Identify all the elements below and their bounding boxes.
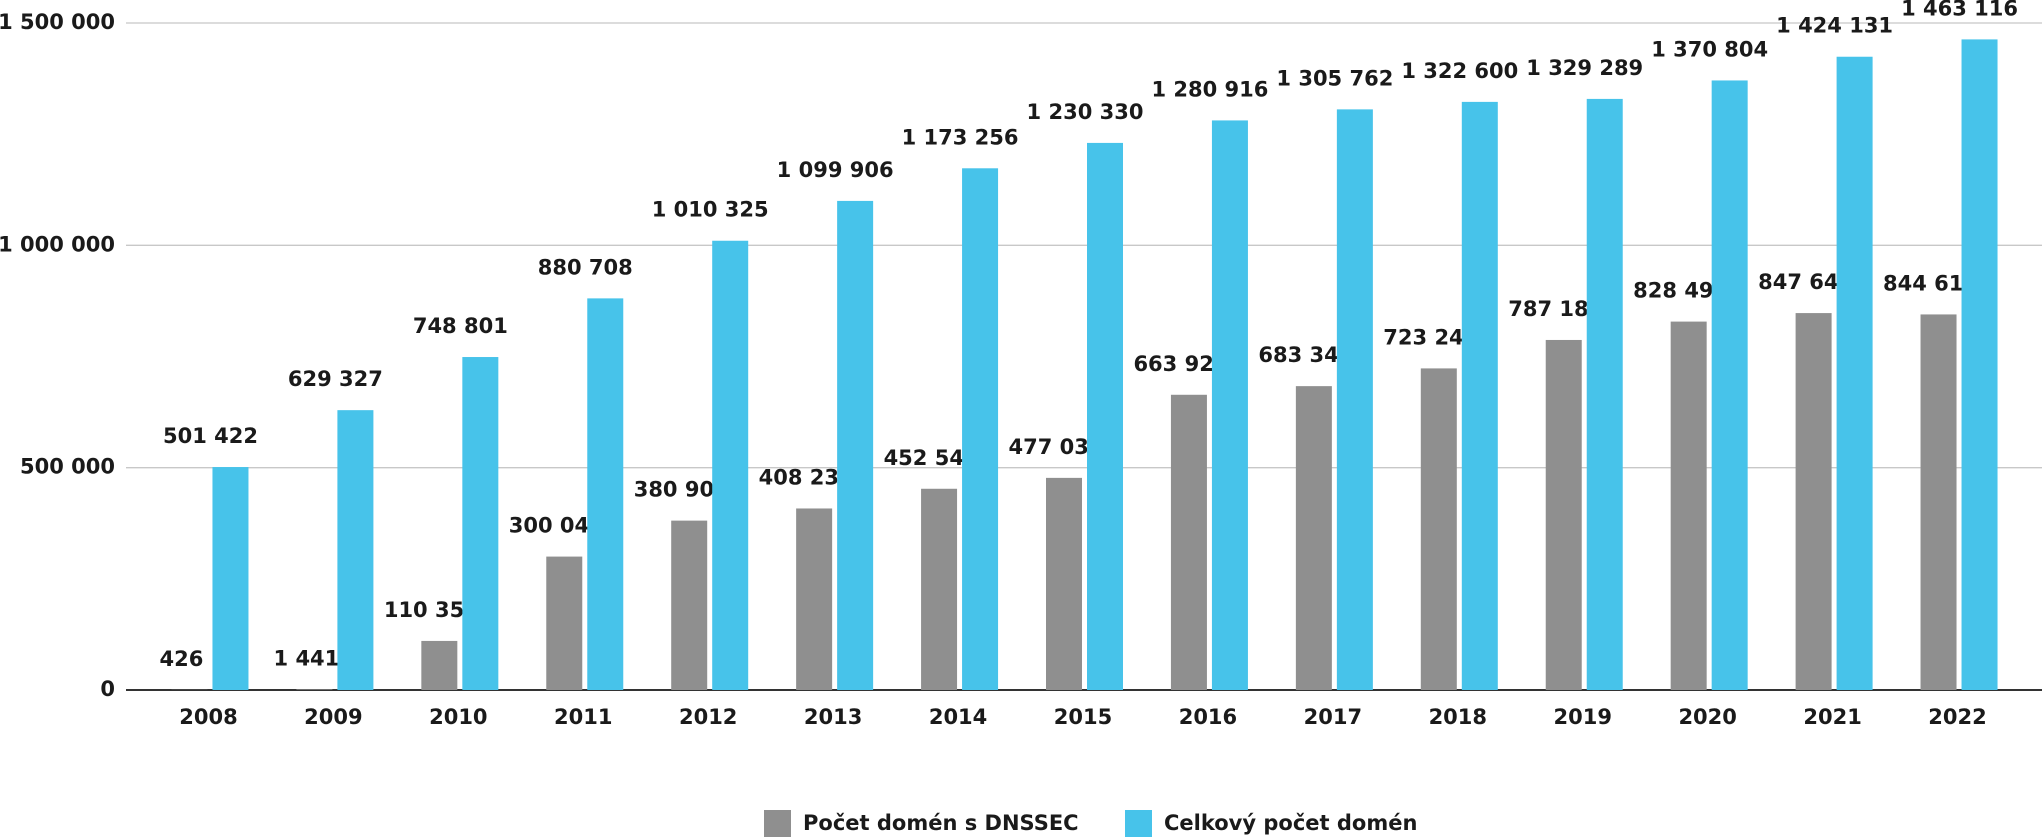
bar bbox=[1836, 56, 1873, 691]
value-label: 1 010 325 bbox=[652, 198, 769, 222]
bar bbox=[1087, 142, 1123, 690]
legend-swatch bbox=[1125, 810, 1152, 837]
y-tick-label: 0 bbox=[100, 677, 115, 701]
bar bbox=[421, 640, 458, 690]
bar bbox=[1586, 98, 1623, 691]
value-label: 629 327 bbox=[288, 367, 383, 391]
y-tick-label: 500 000 bbox=[20, 455, 115, 479]
bar bbox=[337, 410, 374, 690]
x-tick-label: 2012 bbox=[679, 705, 737, 729]
bar bbox=[462, 357, 499, 690]
value-label: 426 bbox=[160, 647, 204, 671]
bar bbox=[671, 520, 708, 690]
x-tick-label: 2019 bbox=[1554, 705, 1612, 729]
legend-label: Celkový počet domén bbox=[1164, 811, 1417, 835]
value-label: 1 370 804 bbox=[1651, 37, 1768, 61]
bar bbox=[1961, 39, 1998, 691]
y-tick-label: 1 500 000 bbox=[0, 10, 115, 34]
bar bbox=[1170, 394, 1207, 690]
value-label: 1 463 116 bbox=[1901, 0, 2018, 20]
value-label: 1 280 916 bbox=[1151, 77, 1268, 101]
x-tick-label: 2008 bbox=[179, 705, 237, 729]
bar bbox=[587, 298, 624, 690]
legend-label: Počet domén s DNSSEC bbox=[803, 811, 1079, 835]
bar bbox=[921, 488, 958, 690]
x-tick-label: 2011 bbox=[554, 705, 612, 729]
value-label: 1 099 906 bbox=[777, 158, 894, 182]
x-tick-label: 2015 bbox=[1054, 705, 1112, 729]
value-label: 1 230 330 bbox=[1027, 100, 1144, 124]
x-tick-label: 2010 bbox=[429, 705, 487, 729]
bar bbox=[1670, 321, 1707, 690]
x-tick-label: 2021 bbox=[1803, 705, 1861, 729]
x-tick-label: 2017 bbox=[1304, 705, 1362, 729]
x-tick-label: 2009 bbox=[304, 705, 362, 729]
value-label: 1 441 bbox=[274, 646, 340, 670]
bar bbox=[837, 200, 874, 691]
bar bbox=[712, 240, 749, 690]
x-tick-label: 2016 bbox=[1179, 705, 1237, 729]
value-label: 1 424 131 bbox=[1776, 14, 1893, 38]
bar bbox=[296, 689, 333, 690]
y-tick-label: 1 000 000 bbox=[0, 232, 115, 256]
value-label: 1 322 600 bbox=[1401, 59, 1518, 83]
bar bbox=[212, 467, 249, 690]
legend-swatch bbox=[764, 810, 791, 837]
bar bbox=[796, 508, 833, 690]
value-label: 1 305 762 bbox=[1276, 66, 1393, 90]
bar bbox=[1211, 120, 1248, 690]
bar bbox=[962, 168, 999, 690]
bar bbox=[1711, 80, 1748, 690]
value-label: 748 801 bbox=[413, 314, 508, 338]
bar bbox=[1920, 314, 1957, 690]
bar bbox=[1461, 101, 1498, 691]
bar bbox=[1545, 339, 1582, 690]
x-tick-label: 2014 bbox=[929, 705, 987, 729]
bar bbox=[1295, 386, 1332, 690]
bar bbox=[1795, 313, 1832, 690]
x-tick-label: 2022 bbox=[1928, 705, 1986, 729]
value-label: 880 708 bbox=[538, 255, 633, 279]
bar bbox=[1336, 109, 1373, 691]
x-tick-label: 2013 bbox=[804, 705, 862, 729]
bar bbox=[1046, 477, 1082, 690]
value-label: 501 422 bbox=[163, 424, 258, 448]
x-tick-label: 2020 bbox=[1678, 705, 1736, 729]
value-label: 1 329 289 bbox=[1526, 56, 1643, 80]
bar bbox=[1420, 368, 1457, 690]
x-tick-label: 2018 bbox=[1429, 705, 1487, 729]
bar bbox=[546, 556, 583, 690]
value-label: 1 173 256 bbox=[902, 125, 1019, 149]
